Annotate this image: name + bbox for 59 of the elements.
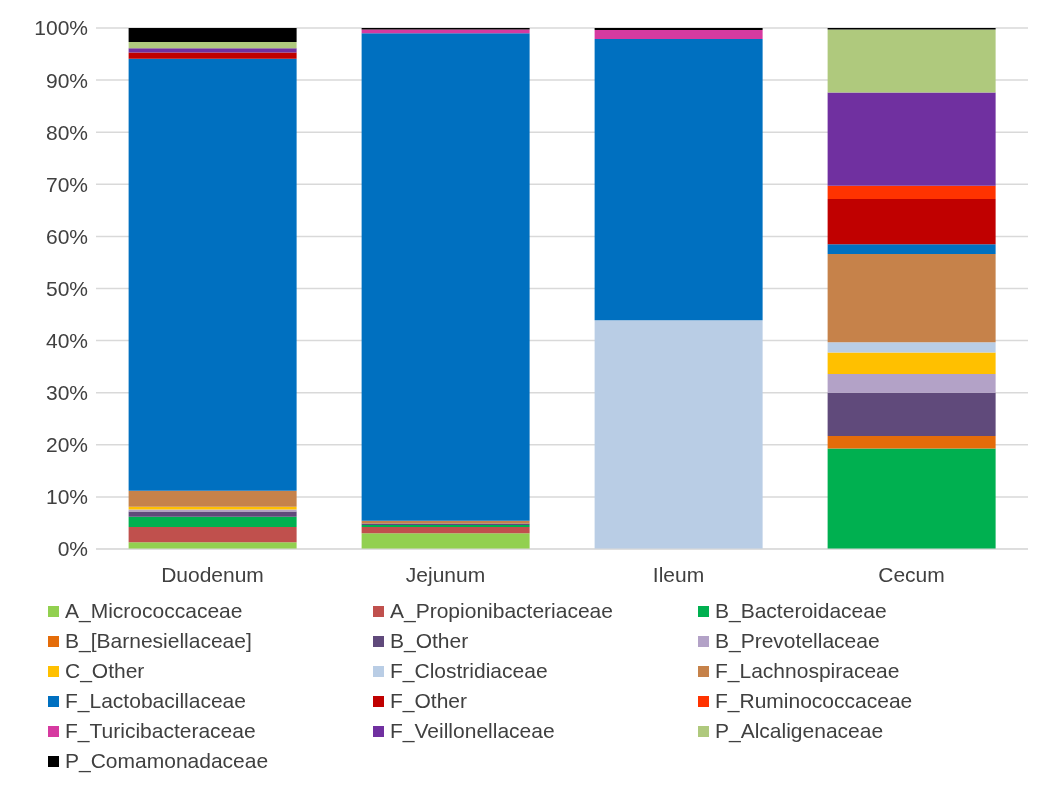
bar [827,392,996,436]
bar [827,435,996,449]
bar [827,198,996,245]
bar [128,48,297,53]
y-tick-label: 80% [45,120,88,144]
bar [827,92,996,186]
x-tick-label: Ileum [652,562,705,586]
legend-label: F_Ruminococcaceae [715,689,913,713]
y-tick-label: 100% [34,16,88,40]
bar [128,527,297,543]
bar [827,352,996,374]
bar [594,28,763,31]
bar [128,58,297,491]
bar [827,29,996,93]
bar [128,42,297,49]
legend-label: F_Veillonellaceae [390,719,555,743]
x-tick-label: Duodenum [161,562,264,586]
legend-label: F_Lachnospiraceae [715,659,900,683]
bar [128,490,297,507]
y-tick-label: 10% [45,485,88,509]
legend-label: A_Micrococcaceae [65,599,243,623]
y-tick-label: 30% [45,381,88,405]
bar [128,52,297,59]
y-tick-label: 50% [45,276,88,300]
legend-label: P_Comamonadaceae [65,749,269,773]
legend-label: B_Prevotellaceae [715,629,880,653]
x-tick-label: Cecum [878,562,945,586]
y-tick-label: 40% [45,329,88,353]
bar [361,527,530,534]
legend-label: A_Propionibacteriaceae [390,599,613,623]
legend-label: C_Other [65,659,145,683]
x-tick-label: Jejunum [405,562,486,586]
bar [361,533,530,549]
bar [128,28,297,43]
legend-label: B_Other [390,629,469,653]
legend-label: F_Clostridiaceae [390,659,548,683]
bar [594,320,763,549]
bar [827,373,996,393]
bar [827,244,996,255]
y-tick-label: 0% [57,537,88,561]
y-tick-label: 60% [45,224,88,248]
legend-label: B_[Barnesiellaceae] [65,629,252,653]
bar [827,254,996,343]
legend-label: B_Bacteroidaceae [715,599,887,623]
bar [128,511,297,517]
legend-label: F_Other [390,689,468,713]
bar [827,185,996,199]
bar [594,30,763,39]
y-tick-label: 20% [45,433,88,457]
legend-label: F_Lactobacillaceae [65,689,246,713]
y-tick-label: 90% [45,68,88,92]
bar [827,342,996,353]
legend-label: P_Alcaligenaceae [715,719,884,743]
legend-label: F_Turicibacteraceae [65,719,256,743]
bar [128,516,297,528]
bar [827,448,996,549]
bar [361,33,530,521]
y-tick-label: 70% [45,172,88,196]
bar [594,38,763,321]
